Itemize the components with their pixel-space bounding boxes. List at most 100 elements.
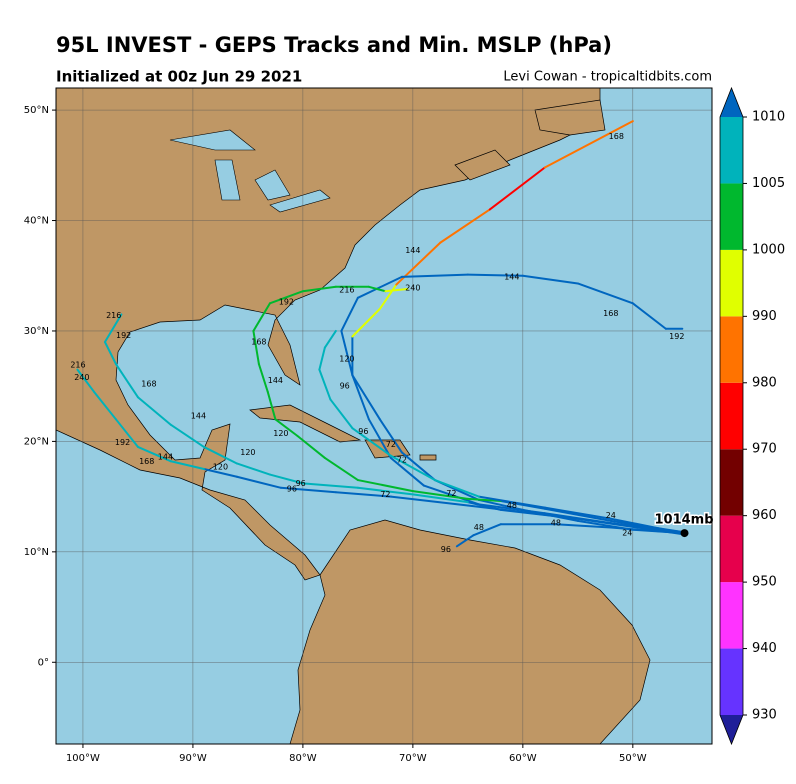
current-position [680,529,689,538]
colorbar-tick-label: 990 [752,309,777,324]
hour-label: 168 [603,309,618,318]
hour-label: 240 [74,373,89,382]
hour-label: 48 [474,523,484,532]
track-segment [455,534,475,548]
colorbar-bin [720,515,743,583]
track-segment [543,507,612,522]
hour-label: 96 [441,545,451,554]
colorbar-tick-label: 1005 [752,176,785,191]
track-segment [356,479,414,493]
colorbar-bin [720,183,743,250]
hour-label: 24 [622,529,632,538]
hour-label: 144 [268,376,283,385]
colorbar-bin [720,249,743,317]
track-segment [329,398,354,430]
track-segment [477,495,546,509]
track-segment [378,418,403,454]
track-segment [318,368,332,401]
track-segment [609,526,684,535]
hour-label: 96 [358,427,368,436]
colorbar-tick-label: 960 [752,508,777,523]
track-segment [367,285,387,293]
colorbar-tick-label: 970 [752,442,777,457]
track-segment [439,208,491,244]
track-segment [266,390,277,421]
hour-label: 96 [287,484,297,493]
track-segment [477,503,546,515]
y-tick-label: 50°N [24,105,49,116]
x-tick-label: 90°W [179,753,207,764]
track-segment [554,523,612,529]
hour-label: 120 [273,429,288,438]
x-tick-label: 50°W [619,753,647,764]
track-segment [466,504,579,520]
track-segment [323,329,337,349]
track-segment [378,283,398,310]
hour-label: 192 [669,332,684,341]
colorbar-bin [720,582,743,649]
track-segment [389,456,425,487]
track-segment [433,479,480,498]
hour-label: 96 [340,382,350,391]
lakes [169,129,331,213]
title: 95L INVEST - GEPS Tracks and Min. MSLP (… [56,33,612,57]
hour-label: 144 [504,272,519,281]
colorbar-tick-label: 930 [752,708,777,723]
hour-label: 192 [116,331,131,340]
track-segment [169,423,205,448]
hour-label: 144 [405,246,420,255]
colorbar-tick-label: 980 [752,375,777,390]
track-segment [296,434,326,459]
hour-label: 72 [386,440,396,449]
track-segment [400,451,436,482]
hour-label: 24 [606,511,616,520]
track-segment [631,302,667,330]
track-segment [114,418,139,448]
track-segment [268,473,304,485]
hour-label: 72 [397,456,407,465]
track-segment [466,497,502,503]
track-segment [521,274,579,285]
track-segment [103,341,117,366]
track-segment [351,374,381,421]
track-segment [356,486,414,496]
colorbar-bin [720,648,743,715]
colorbar-under [720,715,743,744]
colorbar-over [720,88,743,117]
track-segment [543,506,612,520]
track-segment [351,307,381,338]
hour-label: 168 [141,379,156,388]
y-tick-label: 20°N [24,436,49,447]
track-segment [411,493,469,504]
hour-label: 120 [240,448,255,457]
track-segment [252,329,260,366]
track-segment [576,282,634,305]
hour-label: 72 [380,490,390,499]
track-segment [76,368,95,393]
track-segment [169,460,205,471]
hour-label: 168 [139,457,154,466]
credit: Levi Cowan - tropicaltidbits.com [503,70,712,85]
track-segment [252,302,271,332]
colorbar-tick-label: 950 [752,575,777,590]
track-segment [268,290,304,305]
colorbar-bin [720,117,743,184]
x-tick-label: 60°W [509,753,537,764]
track-segment [389,454,436,482]
colorbar: 930 940 950 960 970 980 990 1000 1005 1010 [719,86,785,746]
track-segment [488,166,546,211]
track-segment [318,346,326,371]
colorbar-tick-label: 1010 [752,110,785,125]
track-segment [103,313,123,344]
y-tick-label: 40°N [24,216,49,227]
track-segment [351,374,370,421]
subtitle: Initialized at 00z Jun 29 2021 [56,68,302,86]
track-segment [257,363,269,393]
hour-label: 96 [296,479,306,488]
colorbar-bin [720,316,743,383]
tracks: 24 48 72 144 168 120 144 168 192 72 120 144 168 192 21… [70,120,715,554]
track-segment [609,517,684,535]
track-segment [367,418,392,459]
track-segment [466,273,524,277]
colorbar-tick-label: 940 [752,641,777,656]
